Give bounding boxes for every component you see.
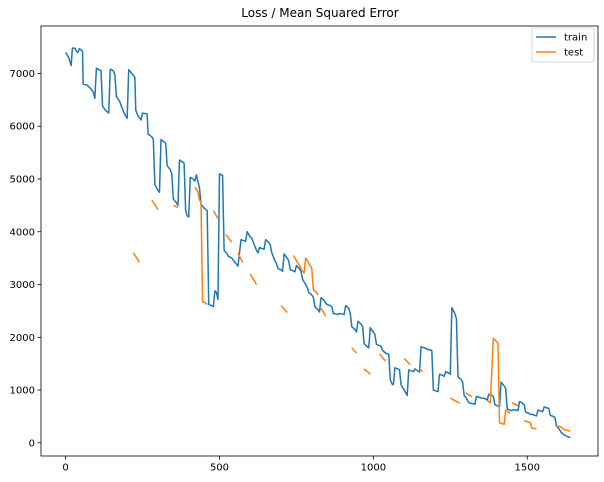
y-tick-label: 4000 bbox=[10, 227, 35, 238]
plot-area bbox=[40, 25, 599, 457]
x-tick-label: 1500 bbox=[514, 463, 539, 474]
test-line-segment bbox=[403, 357, 411, 366]
series-test bbox=[132, 186, 571, 432]
x-axis: 0 500 1000 1500 bbox=[62, 456, 540, 474]
y-tick-label: 3000 bbox=[10, 280, 35, 291]
y-tick-label: 1000 bbox=[10, 386, 35, 397]
y-tick-label: 5000 bbox=[10, 175, 35, 186]
test-line-segment bbox=[151, 199, 159, 211]
test-line-segment bbox=[378, 353, 387, 362]
legend-label-test: test bbox=[564, 48, 583, 59]
x-tick-label: 0 bbox=[62, 463, 68, 474]
test-line-segment bbox=[363, 368, 371, 375]
y-tick-label: 7000 bbox=[10, 69, 35, 80]
y-tick-label: 6000 bbox=[10, 122, 35, 133]
y-axis: 0 1000 2000 3000 4000 5000 6000 7000 bbox=[10, 69, 41, 449]
train-line-segment bbox=[64, 47, 571, 439]
test-line-segment bbox=[249, 273, 258, 285]
test-line-segment bbox=[292, 255, 319, 296]
test-line-segment bbox=[173, 204, 179, 209]
test-line-segment bbox=[194, 186, 208, 306]
plot-frame bbox=[40, 25, 599, 457]
series-layer bbox=[64, 47, 571, 439]
legend: train test bbox=[531, 27, 595, 63]
y-tick-label: 0 bbox=[29, 438, 35, 449]
test-line-segment bbox=[351, 347, 357, 354]
y-tick-label: 2000 bbox=[10, 333, 35, 344]
test-line-segment bbox=[554, 424, 571, 432]
legend-label-train: train bbox=[564, 33, 587, 44]
chart-title: Loss / Mean Squared Error bbox=[241, 6, 398, 20]
test-line-segment bbox=[449, 397, 460, 404]
x-tick-label: 500 bbox=[210, 463, 229, 474]
test-line-segment bbox=[320, 307, 327, 317]
test-line-segment bbox=[419, 368, 424, 373]
plot-background bbox=[41, 26, 598, 456]
x-tick-label: 1000 bbox=[361, 463, 386, 474]
test-line-segment bbox=[212, 210, 219, 219]
test-line-segment bbox=[237, 252, 244, 263]
test-line-segment bbox=[511, 402, 519, 407]
test-line-segment bbox=[225, 233, 233, 243]
test-line-segment bbox=[280, 305, 288, 313]
series-train bbox=[64, 47, 571, 439]
test-line-segment bbox=[132, 252, 141, 263]
test-line-segment bbox=[523, 419, 537, 430]
test-line-segment bbox=[486, 337, 511, 426]
test-line-segment bbox=[465, 392, 473, 398]
